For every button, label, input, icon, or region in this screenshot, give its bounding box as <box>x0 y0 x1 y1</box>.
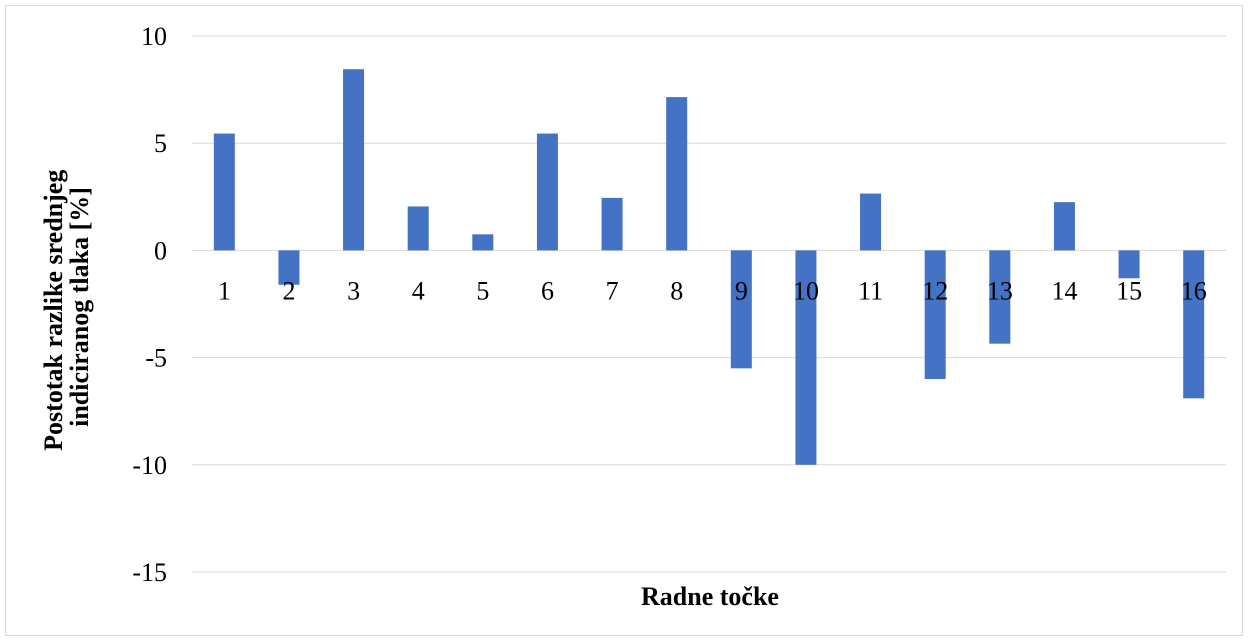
bar-16 <box>1183 250 1205 399</box>
y-axis-title: Postotak razlike srednjeg indiciranog tl… <box>39 163 94 451</box>
y-tick-label: 5 <box>154 129 167 158</box>
category-label: 14 <box>1051 276 1077 305</box>
category-label: 9 <box>735 276 748 305</box>
gridlines <box>192 35 1226 573</box>
bars <box>213 69 1205 465</box>
category-label: 5 <box>476 276 489 305</box>
category-label: 10 <box>793 276 819 305</box>
category-label: 1 <box>218 276 231 305</box>
bar-2 <box>278 250 300 285</box>
y-tick-label: -15 <box>132 558 167 587</box>
category-label: 8 <box>670 276 683 305</box>
category-label: 16 <box>1181 276 1207 305</box>
category-label: 2 <box>282 276 295 305</box>
bar-14 <box>1053 202 1075 251</box>
bar-8 <box>666 97 688 251</box>
category-labels: 1 2 3 4 5 6 7 8 9 10 11 12 13 14 15 16 <box>218 276 1207 305</box>
category-label: 15 <box>1116 276 1142 305</box>
category-label: 6 <box>541 276 554 305</box>
y-tick-labels: 10 5 0 -5 -10 -15 <box>132 22 167 587</box>
bar-6 <box>536 133 558 251</box>
y-axis-title-line-2: indiciranog tlaka [%] <box>65 187 94 427</box>
bar-1 <box>213 133 235 251</box>
bar-4 <box>407 206 429 251</box>
category-label: 13 <box>987 276 1013 305</box>
bar-13 <box>989 250 1011 344</box>
y-tick-label: -10 <box>132 451 167 480</box>
bar-15 <box>1118 250 1140 279</box>
y-tick-label: -5 <box>145 344 167 373</box>
category-label: 4 <box>412 276 425 305</box>
category-label: 7 <box>606 276 619 305</box>
category-label: 11 <box>858 276 883 305</box>
category-label: 12 <box>922 276 948 305</box>
bar-12 <box>924 250 946 380</box>
bar-10 <box>795 250 817 465</box>
y-tick-label: 0 <box>154 236 167 265</box>
bar-7 <box>601 197 623 251</box>
bar-3 <box>343 69 365 251</box>
category-label: 3 <box>347 276 360 305</box>
bar-11 <box>860 193 882 251</box>
x-axis-title: Radne točke <box>641 582 779 611</box>
bar-5 <box>472 234 494 251</box>
bar-9 <box>730 250 752 369</box>
chart-frame <box>5 5 1243 636</box>
y-tick-label: 10 <box>141 22 167 51</box>
y-axis-title-line-1: Postotak razlike srednjeg <box>39 170 68 451</box>
